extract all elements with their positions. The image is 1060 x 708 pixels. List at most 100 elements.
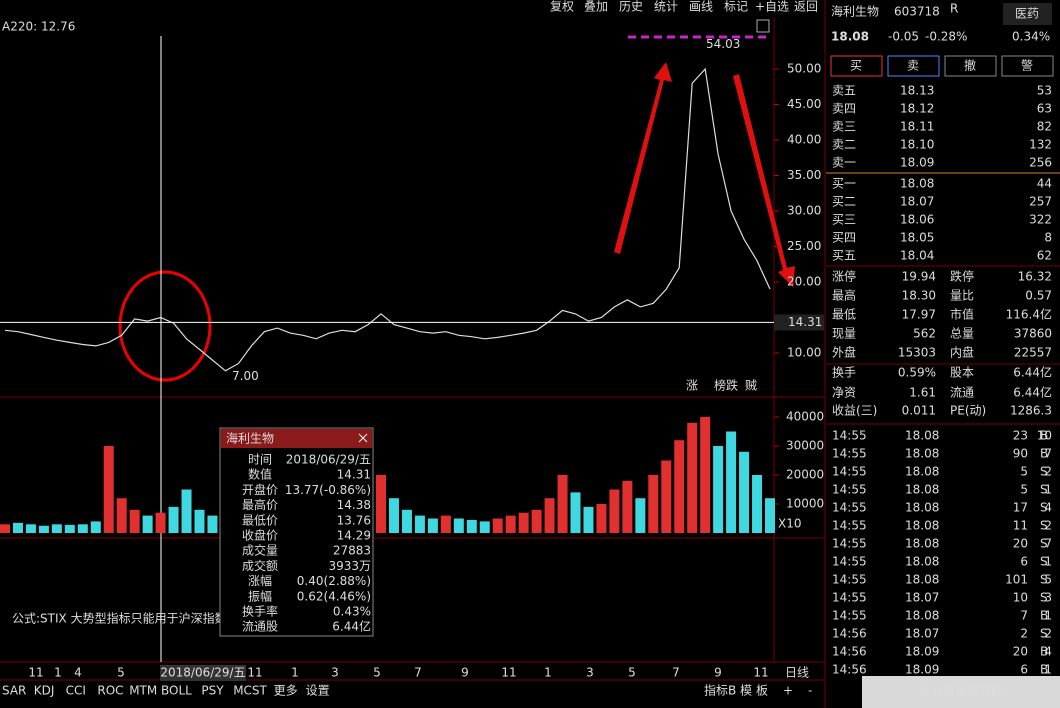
highlight-circle bbox=[118, 270, 212, 382]
tick-time: 14:55 bbox=[832, 609, 867, 623]
formula-text: 公式:STIX 大势型指标只能用于沪深指数 bbox=[12, 611, 227, 626]
x-tick-label: 9 bbox=[714, 666, 722, 680]
tick-count: 1 bbox=[1044, 663, 1052, 677]
tick-side: S bbox=[1040, 555, 1048, 569]
indicator-tab[interactable]: MTM bbox=[129, 684, 157, 698]
toolbar-button[interactable]: 复权 bbox=[550, 0, 574, 14]
tick-side: B bbox=[1040, 447, 1048, 461]
volume-bar bbox=[207, 515, 218, 533]
arrow-down bbox=[733, 74, 795, 287]
indicator-tab[interactable]: 更多 bbox=[274, 684, 298, 698]
indicator-tab[interactable]: MCST bbox=[233, 684, 267, 698]
tick-side: S bbox=[1040, 483, 1048, 497]
tick-count: 1 bbox=[1044, 609, 1052, 623]
stock-code: 603718 bbox=[894, 5, 940, 19]
volume-bar bbox=[440, 515, 451, 533]
volume-bar bbox=[479, 521, 490, 533]
trade-button-label: 买 bbox=[850, 59, 862, 73]
book-volume: 53 bbox=[1037, 84, 1052, 98]
volume-bar bbox=[0, 524, 10, 533]
trade-button[interactable] bbox=[887, 55, 940, 77]
indicator-tab[interactable]: CCI bbox=[66, 684, 86, 698]
toolbar-button[interactable]: +自选 bbox=[755, 0, 789, 14]
tick-price: 18.08 bbox=[905, 429, 939, 443]
stat-label: 现量 bbox=[832, 327, 856, 341]
book-label: 卖三 bbox=[832, 120, 856, 134]
volume-bar bbox=[739, 451, 750, 533]
tick-count: 2 bbox=[1044, 627, 1052, 641]
template-tab[interactable]: + bbox=[783, 684, 793, 698]
popup-label: 开盘价 bbox=[242, 482, 278, 497]
stat-value: 19.94 bbox=[902, 270, 936, 284]
template-tab[interactable]: 指标B bbox=[704, 683, 736, 698]
marker: 榜跌 bbox=[714, 378, 738, 393]
x-tick-label: 9 bbox=[461, 666, 469, 680]
trade-button[interactable] bbox=[1001, 55, 1054, 77]
tick-volume: 2 bbox=[1020, 627, 1028, 641]
y-tick-label: 35.00 bbox=[787, 168, 821, 182]
stock-name: 海利生物 bbox=[831, 4, 879, 19]
volume-bar bbox=[661, 460, 672, 533]
toolbar-button[interactable]: 统计 bbox=[654, 0, 678, 14]
price-line bbox=[4, 67, 771, 372]
tick-count: 4 bbox=[1044, 645, 1052, 659]
volume-bar bbox=[765, 498, 775, 533]
stat-label: 净资 bbox=[832, 386, 856, 400]
tick-side: S bbox=[1040, 627, 1048, 641]
indicator-label: A220: 12.76 bbox=[2, 20, 75, 34]
close-icon[interactable] bbox=[358, 433, 368, 443]
tick-price: 18.09 bbox=[905, 645, 939, 659]
indicator-tab[interactable]: ROC bbox=[97, 684, 123, 698]
indicator-tab[interactable]: PSY bbox=[201, 684, 224, 698]
template-tab[interactable]: 板 bbox=[756, 684, 768, 698]
toolbar-button[interactable]: 历史 bbox=[619, 0, 643, 14]
template-tab[interactable]: - bbox=[808, 684, 812, 698]
volume-bar bbox=[466, 519, 477, 533]
tick-volume: 101 bbox=[1005, 573, 1028, 587]
volume-bar bbox=[388, 498, 399, 533]
stat-value: 6.44亿 bbox=[1013, 385, 1052, 400]
popup-header bbox=[221, 429, 372, 448]
indicator-tab[interactable]: KDJ bbox=[34, 684, 55, 698]
stat-value: 17.97 bbox=[902, 308, 936, 322]
trade-button[interactable] bbox=[944, 55, 997, 77]
book-volume: 44 bbox=[1037, 177, 1052, 191]
tick-volume: 10 bbox=[1013, 591, 1028, 605]
stat-label: 外盘 bbox=[832, 345, 856, 360]
indicator-tab[interactable]: 设置 bbox=[306, 684, 330, 698]
volume-bar bbox=[376, 475, 387, 533]
popup-value: 13.76 bbox=[337, 513, 371, 527]
book-price: 18.09 bbox=[900, 156, 934, 170]
popup-value: 3933万 bbox=[328, 559, 371, 573]
book-price: 18.04 bbox=[900, 249, 934, 263]
x-tick-label: 3 bbox=[331, 666, 339, 680]
stat-label: 内盘 bbox=[950, 345, 974, 360]
toolbar-button[interactable]: 画线 bbox=[689, 0, 713, 14]
tick-volume: 20 bbox=[1013, 645, 1028, 659]
y-tick-label: 45.00 bbox=[787, 97, 821, 111]
y-tick-label: 10.00 bbox=[787, 346, 821, 360]
tick-price: 18.07 bbox=[905, 591, 939, 605]
volume-bar bbox=[752, 475, 763, 533]
template-tab[interactable]: 模 bbox=[740, 684, 752, 698]
x-tick-label: 7 bbox=[672, 666, 680, 680]
toolbar-button[interactable]: 叠加 bbox=[584, 0, 608, 14]
indicator-tab[interactable]: BOLL bbox=[161, 684, 192, 698]
trade-button-label: 撤 bbox=[964, 58, 976, 73]
indicator-tab[interactable]: SAR bbox=[2, 684, 26, 698]
volume-bar bbox=[129, 509, 140, 533]
trade-button[interactable] bbox=[830, 55, 883, 77]
volume-bar bbox=[155, 512, 166, 533]
popup-label: 换手率 bbox=[242, 604, 278, 619]
popup-label: 时间 bbox=[248, 453, 272, 467]
x-tick-label: 2018/06/29/五 bbox=[160, 666, 245, 680]
tick-price: 18.08 bbox=[905, 573, 939, 587]
toolbar-button[interactable]: 返回 bbox=[794, 0, 818, 14]
toolbar-button[interactable]: 标记 bbox=[724, 0, 748, 14]
popup-value: 14.29 bbox=[337, 529, 371, 543]
x-tick-label: 5 bbox=[117, 666, 125, 680]
volume-bar bbox=[77, 524, 88, 533]
sector-pct: 0.34% bbox=[1012, 30, 1050, 44]
x-tick-label: 3 bbox=[586, 666, 594, 680]
tick-time: 14:55 bbox=[832, 573, 867, 587]
